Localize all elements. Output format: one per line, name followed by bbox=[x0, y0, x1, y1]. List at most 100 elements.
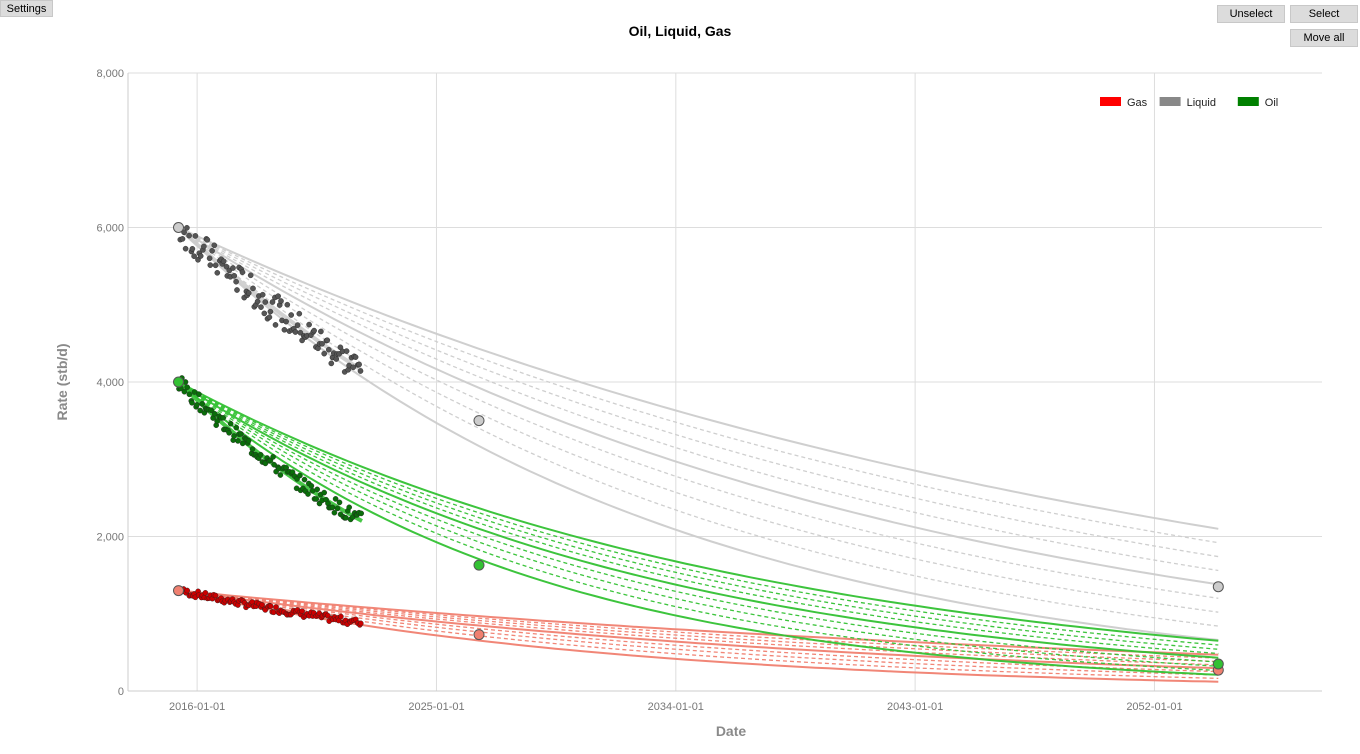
anchor-point[interactable] bbox=[173, 222, 184, 233]
data-point bbox=[334, 505, 341, 512]
anchor-point[interactable] bbox=[1212, 658, 1224, 670]
data-point bbox=[288, 312, 295, 318]
data-point bbox=[283, 318, 289, 325]
y-tick-label: 4,000 bbox=[96, 377, 124, 389]
settings-button[interactable]: Settings bbox=[0, 0, 53, 17]
data-point bbox=[245, 290, 252, 296]
data-point bbox=[226, 429, 232, 436]
data-point bbox=[238, 431, 244, 437]
y-tick-label: 8,000 bbox=[96, 68, 124, 80]
forecast-curve bbox=[178, 381, 1219, 655]
data-point bbox=[233, 278, 239, 285]
data-point bbox=[338, 613, 344, 620]
data-point bbox=[184, 224, 190, 231]
data-point bbox=[313, 496, 320, 502]
forecast-curve bbox=[178, 589, 1219, 656]
data-point bbox=[271, 461, 277, 468]
anchor-point[interactable] bbox=[473, 415, 485, 427]
data-point bbox=[281, 326, 288, 333]
anchor-points[interactable] bbox=[173, 222, 1224, 676]
data-point bbox=[275, 293, 281, 300]
data-point bbox=[201, 243, 207, 250]
forecast-curve bbox=[178, 226, 1219, 613]
data-point bbox=[269, 299, 276, 305]
data-point bbox=[189, 399, 195, 406]
data-point bbox=[179, 236, 186, 242]
x-tick-label: 2016-01-01 bbox=[169, 701, 225, 713]
forecast-curve bbox=[178, 589, 1219, 663]
data-point bbox=[220, 414, 226, 421]
grid-lines bbox=[127, 72, 1322, 692]
forecast-curve bbox=[178, 381, 1219, 667]
data-point bbox=[186, 232, 192, 239]
data-point bbox=[331, 509, 338, 516]
unselect-button[interactable]: Unselect bbox=[1217, 5, 1285, 23]
x-tick-label: 2043-01-01 bbox=[887, 701, 943, 713]
data-point bbox=[211, 410, 218, 417]
anchor-point[interactable] bbox=[173, 585, 184, 597]
anchor-point[interactable] bbox=[173, 376, 184, 388]
x-tick-label: 2025-01-01 bbox=[408, 701, 464, 713]
data-point bbox=[297, 472, 303, 479]
data-point bbox=[223, 263, 230, 270]
data-point bbox=[299, 608, 305, 614]
forecast-curve bbox=[178, 381, 1219, 642]
data-point bbox=[278, 298, 284, 304]
data-point bbox=[267, 308, 274, 315]
data-point bbox=[343, 515, 349, 521]
data-point bbox=[294, 322, 301, 328]
data-point bbox=[195, 256, 201, 263]
anchor-point[interactable] bbox=[473, 559, 485, 571]
data-point bbox=[306, 321, 312, 328]
data-point bbox=[336, 499, 343, 506]
anchor-point[interactable] bbox=[473, 629, 485, 641]
data-point bbox=[292, 329, 299, 335]
x-tick-labels: 2016-01-01 2025-01-01 2034-01-01 2043-01-01… bbox=[169, 701, 1183, 713]
data-point bbox=[346, 504, 353, 511]
data-point bbox=[356, 361, 362, 368]
data-point bbox=[204, 236, 211, 243]
data-point bbox=[191, 253, 197, 260]
data-point bbox=[207, 262, 214, 268]
data-point bbox=[181, 388, 188, 395]
data-point bbox=[258, 304, 264, 310]
data-point bbox=[301, 476, 308, 483]
legend-swatch bbox=[1159, 97, 1181, 106]
data-point bbox=[350, 364, 357, 371]
data-point bbox=[259, 291, 266, 298]
data-point bbox=[209, 247, 215, 254]
move-all-button[interactable]: Move all bbox=[1290, 29, 1358, 47]
select-button[interactable]: Select bbox=[1290, 5, 1358, 23]
x-tick-label: 2034-01-01 bbox=[648, 701, 704, 713]
data-point bbox=[184, 587, 190, 594]
legend-label: Liquid bbox=[1187, 97, 1216, 109]
data-point bbox=[318, 328, 324, 335]
data-point bbox=[231, 272, 238, 279]
data-point bbox=[202, 590, 209, 596]
data-point bbox=[220, 258, 227, 265]
scatter-points bbox=[176, 223, 365, 628]
data-point bbox=[234, 287, 240, 293]
data-point bbox=[332, 496, 339, 502]
data-point bbox=[208, 407, 214, 414]
data-point bbox=[325, 346, 332, 353]
data-point bbox=[319, 340, 325, 347]
data-point bbox=[247, 272, 254, 279]
data-point bbox=[311, 327, 317, 334]
forecast-curve bbox=[178, 226, 1219, 544]
forecast-curve bbox=[177, 226, 1219, 641]
forecast-curve bbox=[178, 226, 1219, 558]
x-axis-label: Date bbox=[716, 723, 747, 739]
data-point bbox=[239, 440, 246, 447]
data-point bbox=[189, 245, 196, 252]
forecast-curve bbox=[178, 589, 1219, 666]
data-point bbox=[261, 310, 268, 317]
data-point bbox=[321, 350, 328, 357]
data-point bbox=[267, 603, 274, 609]
anchor-point[interactable] bbox=[1212, 581, 1224, 593]
data-point bbox=[358, 510, 365, 517]
data-point bbox=[230, 265, 236, 271]
legend: Gas Liquid Oil bbox=[1100, 97, 1278, 109]
data-point bbox=[249, 446, 256, 452]
